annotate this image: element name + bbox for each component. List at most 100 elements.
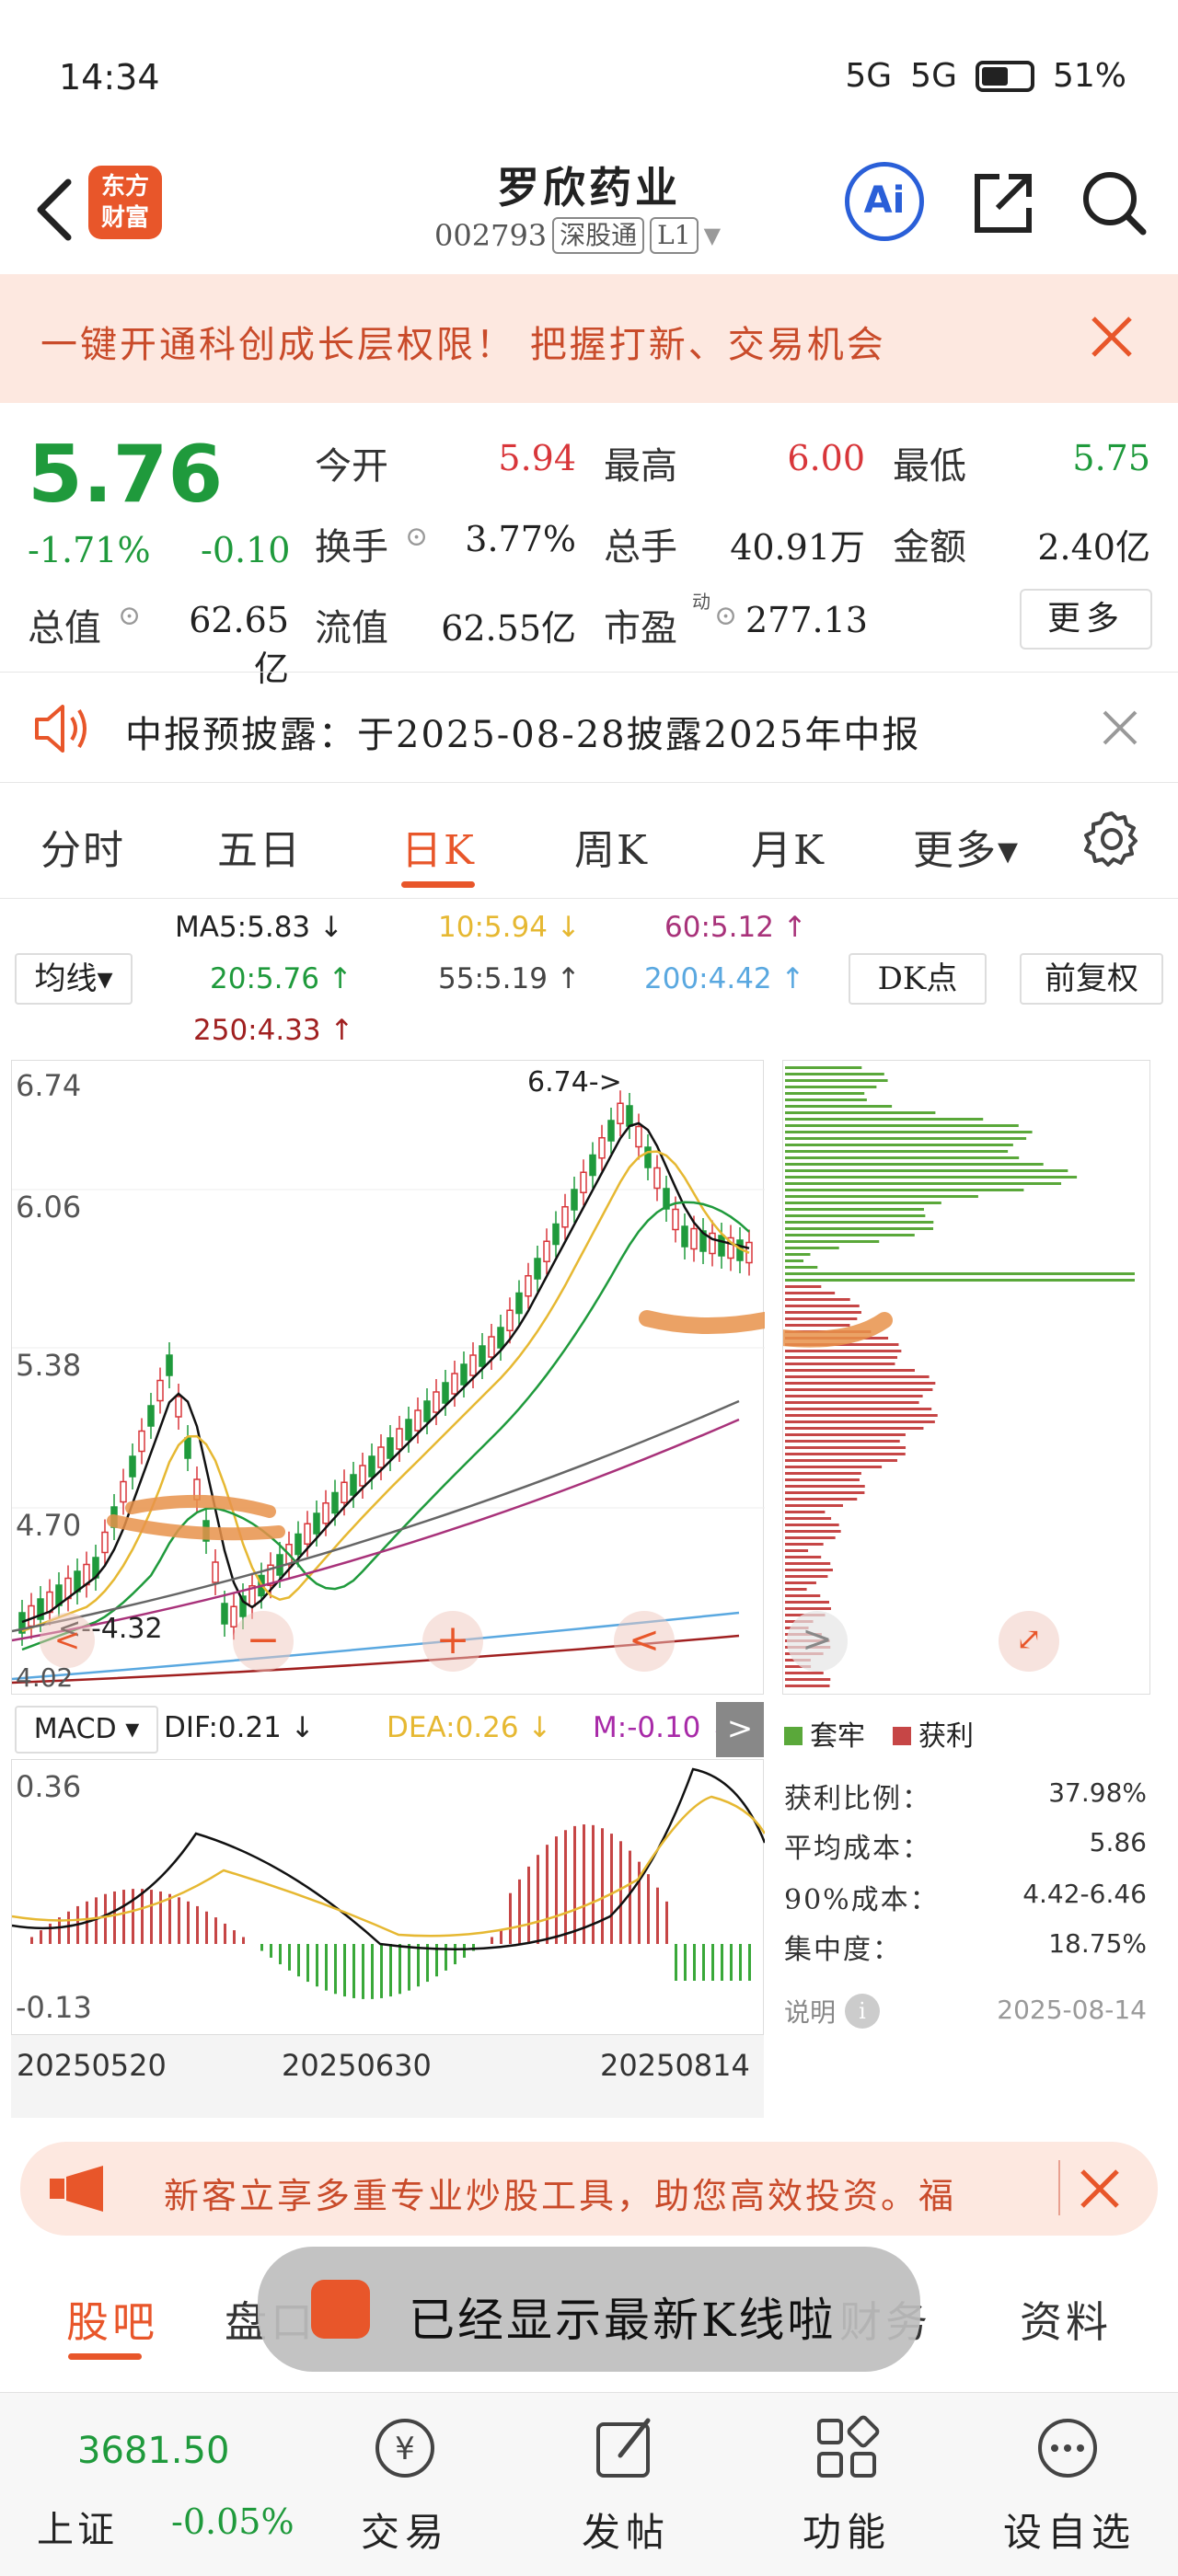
chip-bar <box>785 1408 932 1410</box>
tab-daily-k[interactable]: 日K <box>401 827 476 874</box>
candle <box>552 1223 560 1246</box>
scroll-left-icon[interactable]: < <box>40 1613 95 1668</box>
notice-bar[interactable]: 中报预披露：于2025-08-28披露2025年中报 <box>0 672 1178 782</box>
close-icon[interactable] <box>1099 707 1141 749</box>
index-value[interactable]: 3681.50 <box>77 2430 230 2472</box>
macd-bar <box>435 1944 438 1977</box>
info-icon[interactable]: ⊙ <box>405 521 429 553</box>
candle <box>387 1437 394 1459</box>
more-button[interactable]: 更多 <box>1020 589 1152 650</box>
macd-bar <box>583 1824 585 1944</box>
chip-bar <box>785 1305 860 1307</box>
index-name[interactable]: 上证 <box>37 2509 118 2551</box>
status-right: 5G 5G 51% <box>845 57 1126 95</box>
chip-bar <box>785 1498 858 1501</box>
post-icon[interactable] <box>589 2411 663 2485</box>
candle <box>322 1502 329 1524</box>
candle <box>368 1455 375 1478</box>
close-icon[interactable] <box>1077 2166 1123 2212</box>
tab-monthly-k[interactable]: 月K <box>751 827 826 874</box>
chip-bar <box>785 1208 924 1211</box>
trade-icon[interactable]: ¥ <box>368 2411 442 2485</box>
explain-label: 说明 <box>784 1997 837 2028</box>
candle <box>644 1146 652 1168</box>
macd-chart[interactable]: 0.36 -0.13 <box>11 1759 767 2035</box>
legend-profit: 获利 <box>893 1713 974 1754</box>
chip-bar <box>785 1150 1009 1153</box>
macd-bar <box>306 1944 309 1983</box>
gear-icon[interactable] <box>1082 810 1141 868</box>
chip-bar <box>785 1433 906 1436</box>
y-label: 5.38 <box>16 1348 82 1383</box>
scroll-back-icon[interactable]: < <box>614 1611 675 1672</box>
macd-bar <box>454 1944 456 1965</box>
tab-forum[interactable]: 股吧 <box>66 2297 158 2347</box>
candle <box>405 1419 412 1441</box>
candle <box>230 1605 237 1627</box>
stock-code-row[interactable]: 002793 深股通 L1 ▼ <box>434 217 721 254</box>
chip-bar <box>785 1163 1044 1166</box>
float-label: 流值 <box>315 607 388 650</box>
user-annotation <box>125 1494 276 1518</box>
macd-bar <box>748 1944 751 1981</box>
ai-assistant-icon[interactable]: Ai <box>845 162 924 241</box>
ma5-line <box>21 1121 750 1624</box>
promo-banner[interactable]: 一键开通科创成长层权限！ 把握打新、交易机会 <box>0 274 1178 403</box>
ma-type-select[interactable]: 均线▾ <box>15 953 133 1005</box>
info-icon[interactable]: ⊙ <box>118 600 142 632</box>
app-logo[interactable]: 东方 财富 <box>88 166 162 239</box>
zoom-in-icon[interactable]: + <box>422 1611 483 1672</box>
tab-intraday[interactable]: 分时 <box>40 827 125 874</box>
notice-text: 中报预披露：于2025-08-28披露2025年中报 <box>125 714 921 756</box>
candle <box>672 1208 679 1231</box>
chip-bar <box>785 1388 933 1391</box>
pe-value: 277.13 <box>745 600 868 640</box>
chip-bar <box>785 1569 833 1571</box>
tab-profile[interactable]: 资料 <box>1020 2297 1112 2347</box>
tab-more[interactable]: 更多▾ <box>913 827 1021 874</box>
zoom-out-icon[interactable]: − <box>233 1611 294 1672</box>
nav-watchlist[interactable]: 设自选 <box>1003 2510 1137 2555</box>
back-arrow-icon[interactable] <box>28 173 83 247</box>
candle <box>709 1232 716 1255</box>
macd-bar <box>619 1841 622 1944</box>
shenzhen-connect-tag: 深股通 <box>552 217 645 254</box>
low-value: 5.75 <box>1072 438 1150 478</box>
info-icon: i <box>845 1994 881 2029</box>
chevron-right-icon[interactable]: > <box>787 1611 848 1672</box>
nav-post[interactable]: 发帖 <box>582 2510 671 2555</box>
ma5-value: MA5:5.83 ↓ <box>175 911 343 944</box>
chip-bar <box>785 1066 862 1069</box>
chip-bar <box>785 1607 831 1610</box>
close-icon[interactable] <box>1086 311 1138 362</box>
promo-banner-2[interactable]: 新客立享多重专业炒股工具，助您高效投资。福 <box>20 2142 1158 2236</box>
nav-functions[interactable]: 功能 <box>803 2510 892 2555</box>
nav-trade[interactable]: 交易 <box>361 2510 450 2555</box>
more-dots-icon[interactable] <box>1031 2411 1104 2485</box>
chip-bar <box>785 1189 1024 1191</box>
share-icon[interactable] <box>966 166 1040 239</box>
chip-bar <box>785 1562 831 1565</box>
adjust-mode-button[interactable]: 前复权 <box>1020 953 1163 1005</box>
macd-bar <box>178 1897 180 1944</box>
tab-five-day[interactable]: 五日 <box>217 827 302 874</box>
kline-chart[interactable]: 6.74 6.06 5.38 4.70 4.02 6.74-> <--4.32 … <box>11 1060 773 1695</box>
candle <box>341 1481 348 1503</box>
stock-code: 002793 <box>434 218 548 253</box>
chip-svg <box>766 1066 1135 1687</box>
apps-icon[interactable] <box>810 2411 884 2485</box>
info-icon[interactable]: ⊙ <box>714 600 738 632</box>
chevron-right-icon[interactable]: > <box>716 1702 764 1757</box>
macd-bar <box>224 1923 226 1944</box>
chip-distribution[interactable]: > ⤢ <box>766 1060 1150 1695</box>
dk-point-button[interactable]: DK点 <box>849 953 987 1005</box>
explain-link[interactable]: 说明 i <box>784 1993 881 2030</box>
macd-dea: DEA:0.26 ↓ <box>387 1711 552 1744</box>
macd-bar <box>389 1944 392 1997</box>
expand-icon[interactable]: ⤢ <box>999 1611 1059 1672</box>
search-icon[interactable] <box>1077 166 1150 239</box>
chip-bar <box>785 1259 804 1262</box>
tab-weekly-k[interactable]: 周K <box>574 827 649 874</box>
indicator-select[interactable]: MACD ▾ <box>15 1706 158 1754</box>
chip-bar <box>785 1472 861 1475</box>
